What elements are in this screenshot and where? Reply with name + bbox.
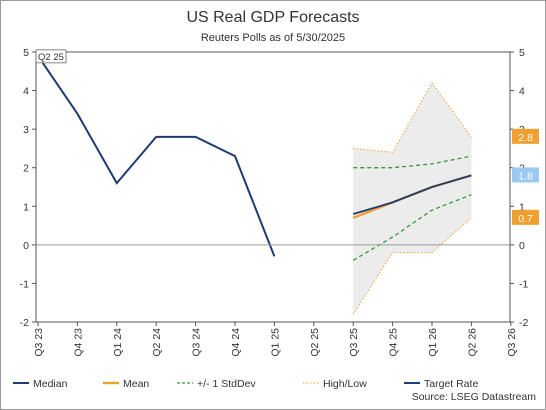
start-label-box: [35, 49, 67, 64]
x-tick-label: Q2 25: [309, 328, 321, 357]
stddev-band-layer: [353, 82, 472, 315]
legend-label: +/- 1 StdDev: [197, 378, 256, 390]
x-tick-label: Q1 25: [269, 328, 281, 357]
x-tick-label: Q1 26: [427, 328, 439, 357]
median-line: [37, 55, 276, 257]
y-tick-label-left: 3: [23, 124, 29, 136]
y-tick-label-left: 5: [23, 47, 29, 59]
start-label: Q2 25: [38, 52, 64, 63]
x-tick-label: Q4 23: [72, 328, 84, 357]
series-layer: [37, 55, 472, 315]
y-tick-label-right: 4: [519, 86, 525, 98]
legend: Median Mean +/- 1 StdDev High/Low Target Rat…: [13, 378, 478, 390]
end-value-badge: [512, 128, 539, 144]
y-tick-label-left: -1: [20, 278, 29, 290]
y-tick-label-left: 1: [23, 201, 29, 213]
y-tick-label-right: 0: [519, 240, 525, 252]
y-tick-label-left: 4: [23, 86, 29, 98]
chart-subtitle: Reuters Polls as of 5/30/2025: [200, 32, 346, 44]
end-value-label: 1.8: [518, 170, 533, 182]
x-tick-label: Q3 23: [33, 328, 45, 357]
x-tick-label: Q4 25: [388, 328, 400, 357]
plot-area: [35, 51, 511, 323]
legend-label: High/Low: [323, 378, 367, 390]
high-low-area: [353, 82, 472, 315]
annotation-layer: Q2 25 2.8 1.8 0.7: [35, 49, 539, 225]
y-tick-label-right: -2: [519, 317, 528, 329]
chart-title: US Real GDP Forecasts: [186, 9, 360, 26]
x-tick-label: Q2 24: [151, 328, 163, 357]
y-tick-label-left: 0: [23, 240, 29, 252]
end-value-label: 2.8: [518, 132, 533, 144]
x-tick-label: Q2 26: [466, 328, 478, 357]
end-value-badge: [512, 167, 539, 183]
y-tick-label-left: -2: [20, 317, 29, 329]
x-tick-label: Q3 24: [191, 328, 203, 357]
source-note: Source: LSEG Datastream: [412, 391, 537, 403]
y-tick-label-right: -1: [519, 278, 528, 290]
x-tick-label: Q3 26: [506, 328, 518, 357]
end-value-label: 0.7: [518, 213, 533, 225]
x-tick-label: Q3 25: [348, 328, 360, 357]
x-tick-label: Q4 24: [230, 328, 242, 357]
end-value-badge: [512, 209, 539, 225]
y-tick-label-left: 2: [23, 163, 29, 175]
legend-label: Target Rate: [424, 378, 478, 390]
x-tick-label: Q1 24: [112, 328, 124, 357]
legend-label: Mean: [123, 378, 149, 390]
stddev-lower-line: [352, 194, 472, 261]
y-tick-label-right: 1: [519, 201, 525, 213]
stddev-upper-line: [353, 155, 472, 169]
legend-label: Median: [33, 378, 68, 390]
target-rate-line: [352, 174, 472, 215]
y-tick-label-right: 5: [519, 47, 525, 59]
